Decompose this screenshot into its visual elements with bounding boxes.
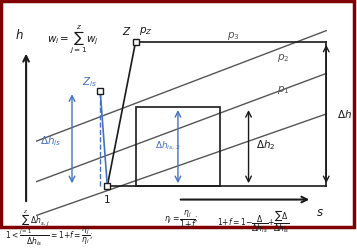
Bar [136, 107, 220, 186]
Text: $w_i{=}\sum_{j=1}^{z} w_j$: $w_i{=}\sum_{j=1}^{z} w_j$ [47, 24, 99, 56]
Text: $\Delta h_2$: $\Delta h_2$ [256, 139, 275, 152]
Text: $1{<}\dfrac{\sum_{j=1}^{z}\Delta h_{s,j}}{\Delta h_{is}}{=}1{+}f{=}\dfrac{\eta_j: $1{<}\dfrac{\sum_{j=1}^{z}\Delta h_{s,j}… [5, 209, 92, 248]
Text: $p_1$: $p_1$ [277, 84, 290, 96]
Text: $s$: $s$ [316, 206, 323, 219]
Text: $p_3$: $p_3$ [227, 30, 240, 42]
Text: $p_Z$: $p_Z$ [139, 25, 153, 37]
Text: $\Delta h$: $\Delta h$ [337, 108, 352, 120]
Text: $\eta_i{=}\dfrac{\eta_j}{1{+}f}{;}$: $\eta_i{=}\dfrac{\eta_j}{1{+}f}{;}$ [164, 209, 198, 230]
Text: $1$: $1$ [104, 193, 111, 205]
Text: $Z$: $Z$ [122, 25, 132, 37]
Text: $\Delta h_{is,2}$: $\Delta h_{is,2}$ [155, 139, 180, 152]
Text: $h$: $h$ [15, 28, 23, 42]
Text: $Z_{is}$: $Z_{is}$ [82, 75, 97, 89]
Text: $1{+}f{=}1{-}\dfrac{\Delta}{\Delta h_{is}}{+}\dfrac{\sum\Delta}{\Delta h_{is}}$: $1{+}f{=}1{-}\dfrac{\Delta}{\Delta h_{is… [217, 209, 290, 235]
Text: $p_2$: $p_2$ [277, 52, 289, 65]
Text: $\Delta h_{is}$: $\Delta h_{is}$ [40, 134, 61, 148]
